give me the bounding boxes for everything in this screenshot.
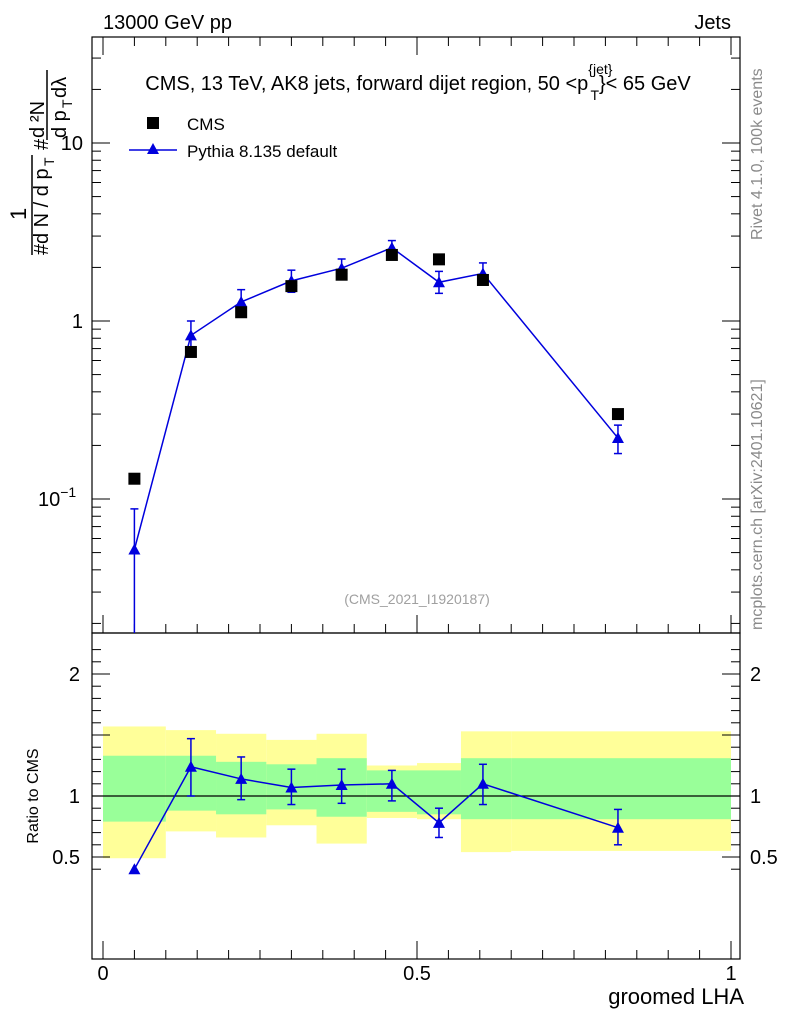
energy-label: 13000 GeV pp bbox=[103, 12, 232, 34]
legend-cms-label: CMS bbox=[187, 115, 225, 134]
ratio-y-tick-label: 2 bbox=[69, 664, 80, 686]
cms-point bbox=[184, 345, 197, 358]
x-axis-label: groomed LHA bbox=[608, 984, 744, 1009]
svg-text:1: 1 bbox=[6, 208, 31, 220]
cms-point bbox=[235, 306, 248, 319]
rivet-version: Rivet 4.1.0, 100k events bbox=[749, 68, 766, 240]
ratio-pythia-point bbox=[235, 772, 248, 784]
ratio-ylabel: Ratio to CMS bbox=[25, 748, 42, 843]
x-tick-label: 0.5 bbox=[403, 963, 431, 985]
svg-text:#: # bbox=[31, 138, 53, 150]
svg-text:d: d bbox=[27, 127, 49, 138]
legend-cms-marker bbox=[147, 117, 159, 129]
ratio-y-tick-label: 0.5 bbox=[52, 847, 80, 869]
svg-text:²N: ²N bbox=[27, 101, 49, 122]
legend: CMS Pythia 8.135 default bbox=[129, 115, 338, 161]
svg-text:T: T bbox=[41, 157, 57, 166]
pythia-line bbox=[133, 246, 619, 550]
ratio-y-tick-label-right: 0.5 bbox=[750, 847, 778, 869]
main-series bbox=[128, 239, 624, 633]
ratio-pythia-point bbox=[184, 760, 197, 772]
cms-point bbox=[128, 472, 141, 485]
legend-pythia-marker bbox=[147, 143, 159, 154]
legend-pythia-label: Pythia 8.135 default bbox=[187, 142, 338, 161]
ratio-series bbox=[128, 737, 624, 875]
mcplots-credit: mcplots.cern.ch [arXiv:2401.10621] bbox=[749, 379, 766, 630]
ratio-y-tick-label-right: 2 bbox=[750, 664, 761, 686]
ratio-pythia-point bbox=[285, 781, 298, 793]
cms-point bbox=[611, 408, 624, 421]
y-tick-label: 10 bbox=[61, 133, 83, 155]
x-tick-label: 1 bbox=[725, 963, 736, 985]
process-label: Jets bbox=[694, 12, 731, 34]
inner-band-bin bbox=[103, 755, 166, 822]
chart-title: CMS, 13 TeV, AK8 jets, forward dijet reg… bbox=[145, 61, 691, 103]
y-tick-label: 10−1 bbox=[38, 484, 76, 511]
ratio-pythia-point bbox=[432, 816, 445, 828]
main-ylabel: # d N / d p T # d d p T dλ ²N 1 bbox=[6, 70, 75, 255]
cms-point bbox=[335, 268, 348, 281]
cms-point bbox=[476, 273, 489, 286]
cms-point bbox=[432, 253, 445, 266]
pythia-point bbox=[235, 295, 248, 307]
svg-text:d p: d p bbox=[49, 110, 71, 138]
analysis-id: (CMS_2021_I1920187) bbox=[344, 591, 490, 607]
ratio-y-tick-label: 1 bbox=[69, 786, 80, 808]
axes: 10 1 10−1 0 0.5 1 2 2 1 1 0.5 0.5 bbox=[38, 37, 778, 985]
svg-text:d N / d p: d N / d p bbox=[31, 168, 53, 244]
pythia-point bbox=[184, 329, 197, 341]
ratio-y-tick-label-right: 1 bbox=[750, 786, 761, 808]
pythia-point bbox=[128, 543, 141, 555]
ratio-pythia-point bbox=[476, 777, 489, 789]
pythia-point bbox=[611, 432, 624, 444]
cms-point bbox=[385, 248, 398, 261]
svg-text:#: # bbox=[31, 243, 53, 255]
pythia-point bbox=[432, 276, 445, 288]
ratio-pythia-point bbox=[611, 821, 624, 833]
svg-text:T: T bbox=[59, 99, 75, 108]
y-tick-label: 1 bbox=[72, 311, 83, 333]
ratio-pythia-point bbox=[385, 777, 398, 789]
ratio-pythia-point bbox=[335, 779, 348, 791]
cms-point bbox=[285, 280, 298, 293]
ratio-pythia-point bbox=[128, 863, 141, 875]
x-tick-label: 0 bbox=[97, 963, 108, 985]
svg-text:dλ: dλ bbox=[49, 77, 71, 98]
inner-band-bin bbox=[417, 770, 461, 815]
